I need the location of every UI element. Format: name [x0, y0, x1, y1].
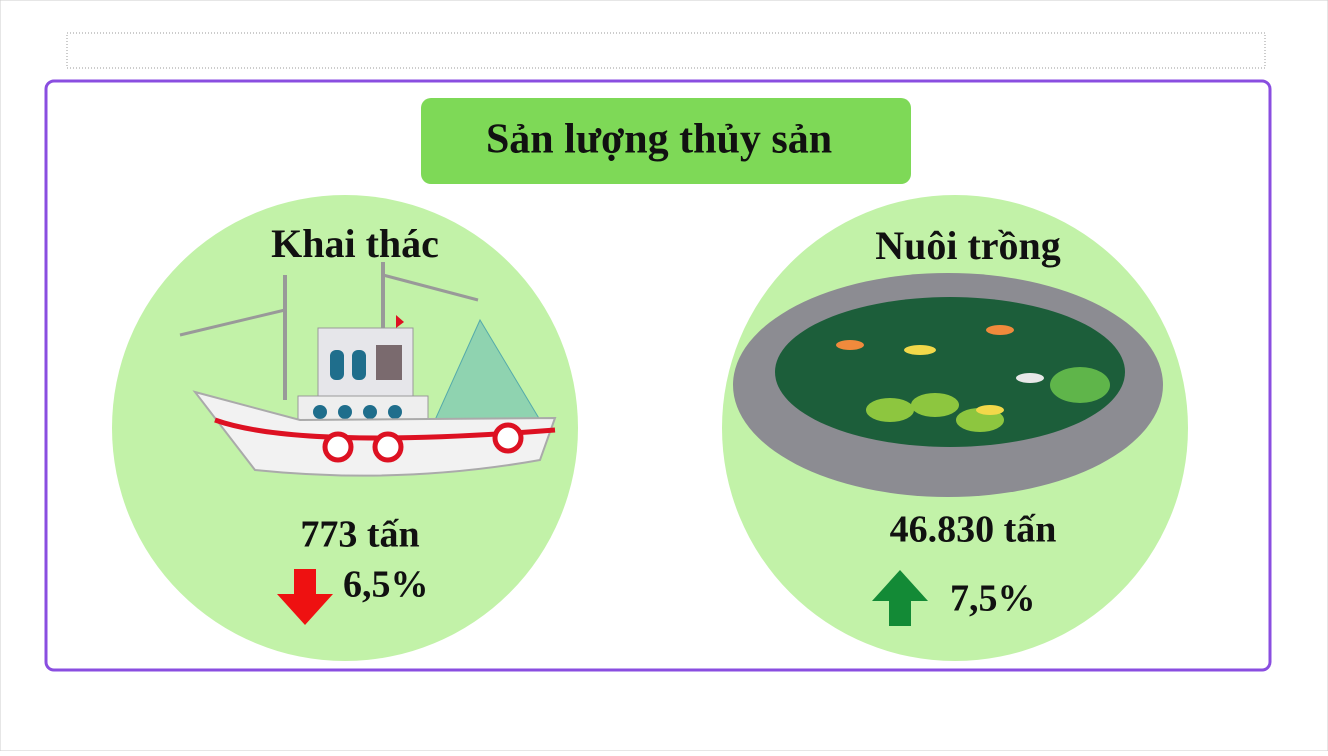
trend-arrow	[872, 570, 928, 626]
trend-arrow	[277, 569, 333, 625]
boat-illustration	[179, 262, 557, 477]
item-amount: 46.830 tấn	[890, 509, 1057, 551]
pond-illustration	[733, 273, 1163, 497]
header-placeholder	[66, 32, 1266, 69]
item-change: 6,5%	[343, 564, 429, 606]
item-amount: 773 tấn	[300, 514, 419, 556]
item-label: Nuôi trồng	[875, 223, 1061, 268]
title-pill	[421, 98, 911, 184]
item-label: Khai thác	[271, 221, 439, 266]
title: Sản lượng thủy sản	[486, 117, 832, 163]
item-change: 7,5%	[950, 578, 1036, 620]
